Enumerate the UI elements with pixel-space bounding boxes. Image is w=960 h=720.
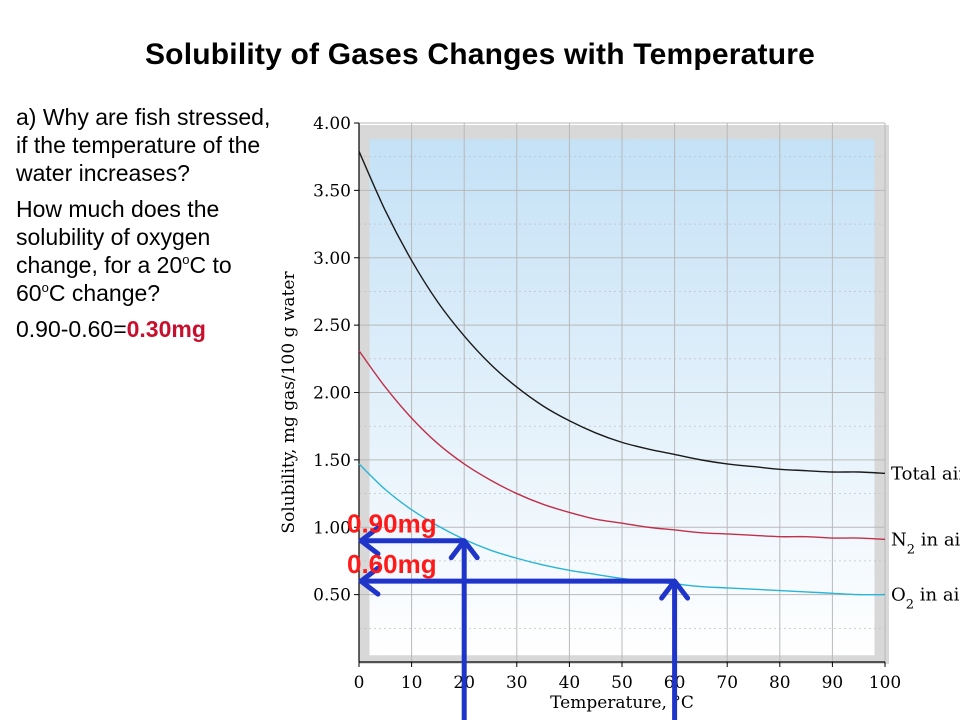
y-tick-label: 1.00 xyxy=(313,518,351,538)
reading-arrowhead-left xyxy=(358,565,381,597)
slide-title: Solubility of Gases Changes with Tempera… xyxy=(144,38,816,71)
question-solubility-change: How much does the solubility of oxygen c… xyxy=(16,196,232,306)
x-tick-label: 0 xyxy=(354,673,365,693)
x-tick-label: 40 xyxy=(559,673,581,693)
y-tick-label: 2.00 xyxy=(313,384,351,404)
series-line-o2-in-air xyxy=(358,463,886,596)
series-label-o2-in-air: O2 in air xyxy=(891,585,960,613)
y-tick-label: 0.50 xyxy=(313,586,351,606)
x-tick-label: 50 xyxy=(611,673,633,693)
series-label-n2-in-air: N2 in air xyxy=(891,529,960,557)
x-tick-label: 100 xyxy=(869,673,901,693)
series-line-n2-in-air xyxy=(358,350,886,541)
y-tick-label: 4.00 xyxy=(313,114,351,134)
x-tick-label: 10 xyxy=(401,673,423,693)
reading-arrowhead-left xyxy=(358,525,381,557)
x-tick-label: 80 xyxy=(769,673,791,693)
y-tick-label: 3.50 xyxy=(313,181,351,201)
question-text: a) Why are fish stressed, if the tempera… xyxy=(16,103,286,351)
y-tick-label: 1.50 xyxy=(313,451,351,471)
value-annotation: 0.60mg xyxy=(347,549,437,579)
x-tick-label: 70 xyxy=(716,673,738,693)
x-tick-label: 90 xyxy=(822,673,844,693)
answer-expression: 0.90-0.60= xyxy=(16,316,127,342)
answer-value: 0.30mg xyxy=(126,316,206,342)
answer-line: 0.90-0.60=0.30mg xyxy=(16,315,286,343)
series-line-total-air xyxy=(358,151,886,475)
x-axis-label: Temperature, °C xyxy=(550,693,694,713)
series-label-total-air: Total air xyxy=(891,463,960,484)
y-axis-label: Solubility, mg gas/100 g water xyxy=(279,271,299,534)
x-tick-label: 30 xyxy=(506,673,528,693)
y-tick-label: 2.50 xyxy=(313,316,351,336)
question-part-a: a) Why are fish stressed, if the tempera… xyxy=(16,104,271,186)
y-tick-label: 3.00 xyxy=(313,249,351,269)
value-annotation: 0.90mg xyxy=(347,509,437,539)
